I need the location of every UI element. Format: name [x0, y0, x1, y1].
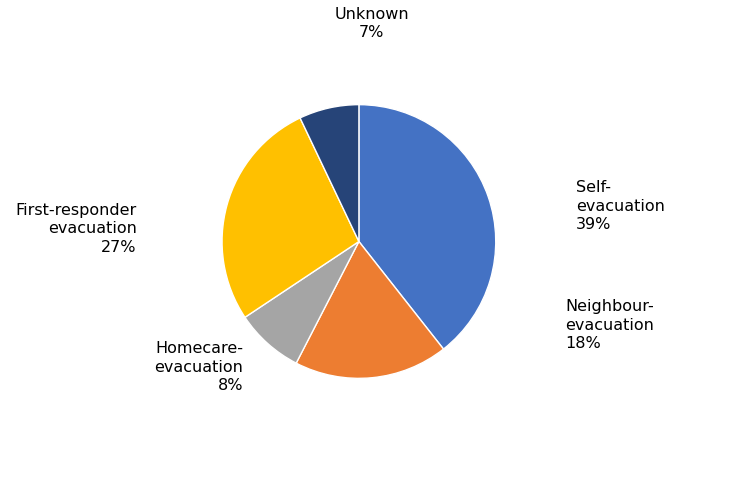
Wedge shape — [296, 242, 443, 378]
Wedge shape — [245, 242, 359, 363]
Wedge shape — [359, 105, 496, 349]
Text: First-responder
evacuation
27%: First-responder evacuation 27% — [16, 202, 136, 255]
Text: Self-
evacuation
39%: Self- evacuation 39% — [576, 180, 665, 232]
Text: Homecare-
evacuation
8%: Homecare- evacuation 8% — [154, 341, 243, 393]
Text: Unknown
7%: Unknown 7% — [334, 7, 409, 40]
Wedge shape — [222, 118, 359, 317]
Text: Neighbour-
evacuation
18%: Neighbour- evacuation 18% — [565, 299, 654, 351]
Wedge shape — [300, 105, 359, 242]
